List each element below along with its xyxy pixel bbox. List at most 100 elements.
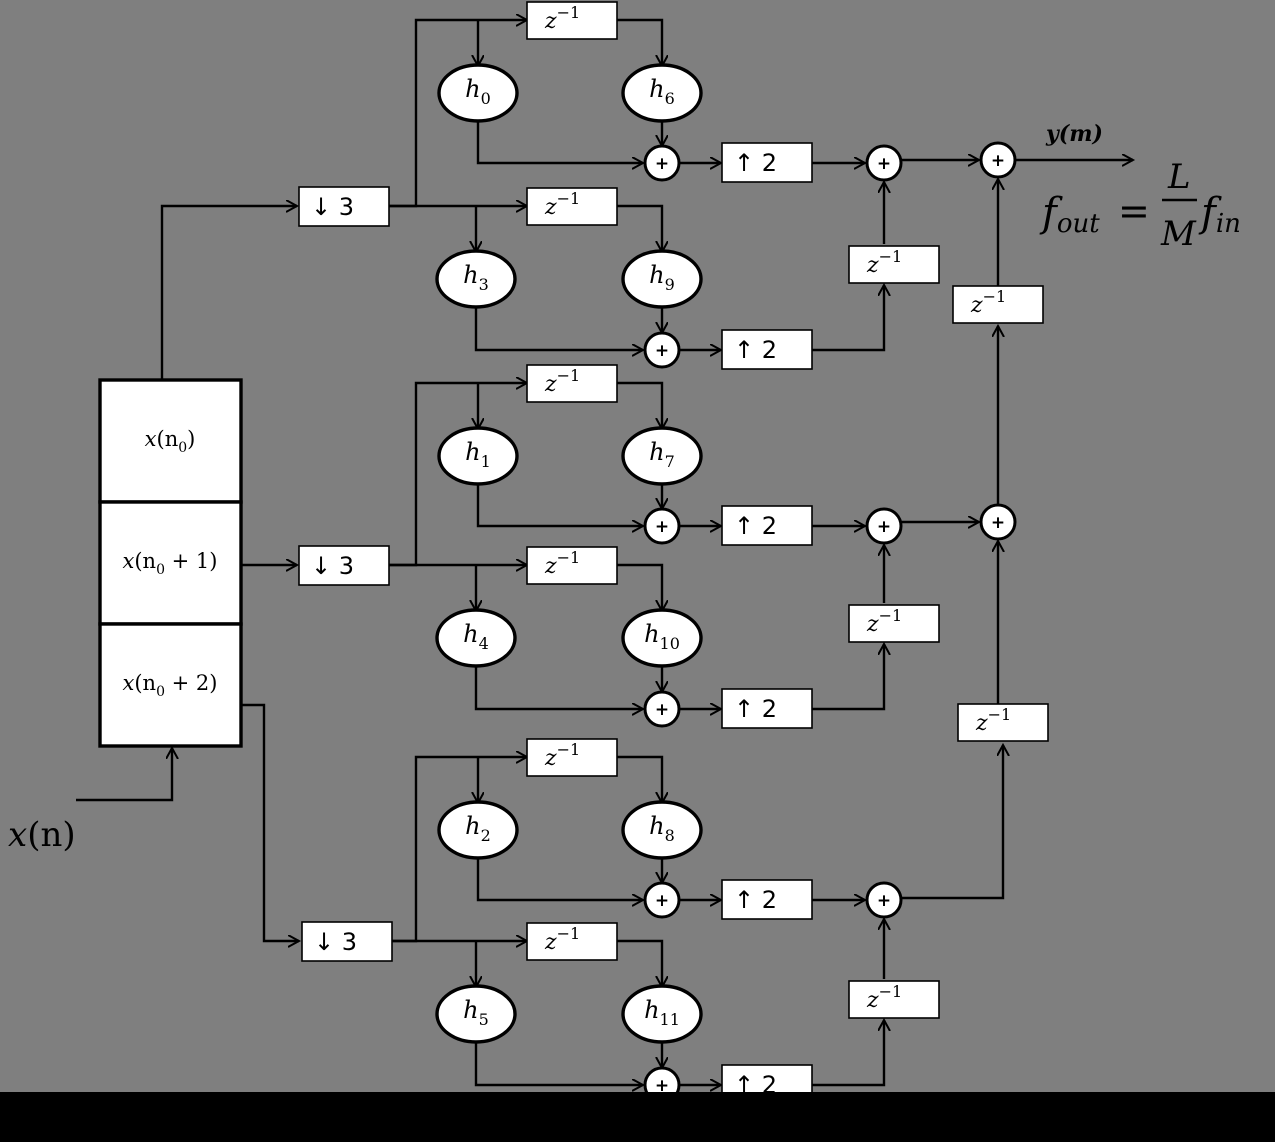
buffer-to-decimator-2: [241, 703, 299, 941]
svg-text:+: +: [877, 891, 891, 911]
svg-text:fin: fin: [1198, 190, 1241, 239]
svg-text:z−1: z−1: [975, 705, 1011, 736]
svg-text:z−1: z−1: [544, 548, 580, 579]
signal-wire: [476, 121, 643, 163]
svg-text:x(n0): x(n0): [145, 427, 196, 456]
svg-text:h4: h4: [463, 620, 489, 653]
delay-block: z−1: [526, 1, 618, 40]
delay-block: z−1: [526, 546, 618, 585]
svg-text:h11: h11: [644, 996, 680, 1029]
signal-wire: [617, 381, 662, 429]
interpolator: ↑ 2: [721, 329, 813, 370]
signal-wires: [76, 20, 1133, 1085]
svg-text:↓ 3: ↓ 3: [311, 193, 354, 221]
signal-wire: [617, 18, 662, 66]
input-wire: [76, 748, 172, 802]
decimator-1: ↓ 3: [298, 545, 390, 586]
filter-tap-h5: h5: [435, 984, 517, 1044]
signal-wire: [476, 858, 643, 900]
svg-text:+: +: [655, 1076, 669, 1096]
svg-text:L: L: [1167, 157, 1191, 197]
svg-text:M: M: [1160, 214, 1197, 254]
svg-text:h6: h6: [649, 75, 675, 108]
svg-text:+: +: [655, 341, 669, 361]
delay-block: z−1: [957, 703, 1049, 742]
adder-node: +: [643, 144, 681, 182]
signal-wire: [901, 745, 1003, 900]
svg-text:↓ 3: ↓ 3: [314, 928, 357, 956]
svg-text:z−1: z−1: [866, 606, 902, 637]
signal-wire: [812, 1020, 884, 1087]
adder-node: +: [643, 331, 681, 369]
signal-wire: [474, 307, 643, 350]
svg-text:z−1: z−1: [970, 287, 1006, 318]
svg-text:↑ 2: ↑ 2: [734, 512, 777, 540]
delay-block: z−1: [848, 604, 940, 643]
svg-text:z−1: z−1: [544, 3, 580, 34]
filter-tap-h8: h8: [621, 800, 703, 860]
svg-text:+: +: [991, 513, 1005, 533]
filter-tap-h6: h6: [621, 63, 703, 123]
svg-text:+: +: [655, 154, 669, 174]
svg-text:+: +: [991, 151, 1005, 171]
svg-text:↓ 3: ↓ 3: [311, 552, 354, 580]
svg-text:h9: h9: [649, 261, 675, 294]
svg-text:+: +: [877, 154, 891, 174]
labels: x(n) y(m) fout = L M fin: [8, 121, 1241, 855]
delay-block: z−1: [526, 187, 618, 226]
filter-tap-h10: h10: [621, 608, 703, 668]
svg-text:=: =: [1118, 189, 1150, 233]
adder-node: +: [643, 690, 681, 728]
branch-adder: +: [865, 507, 903, 545]
signal-wire: [474, 666, 643, 709]
filter-tap-h7: h7: [621, 426, 703, 486]
filter-tap-h0: h0: [437, 63, 519, 123]
output-adder: +: [979, 141, 1017, 179]
svg-text:h1: h1: [465, 438, 491, 471]
filter-tap-h2: h2: [437, 800, 519, 860]
svg-text:h10: h10: [644, 620, 680, 653]
svg-text:z−1: z−1: [544, 189, 580, 220]
delay-block: z−1: [952, 285, 1044, 324]
filter-tap-h11: h11: [621, 984, 703, 1044]
delay-block: z−1: [526, 922, 618, 961]
svg-text:h8: h8: [649, 812, 675, 845]
input-buffer-cell-1: x(n0 + 1): [98, 500, 243, 626]
svg-text:h5: h5: [463, 996, 489, 1029]
filter-tap-h4: h4: [435, 608, 517, 668]
interpolator: ↑ 2: [721, 505, 813, 546]
svg-text:fout: fout: [1039, 190, 1100, 239]
svg-text:x(n0 + 1): x(n0 + 1): [123, 549, 218, 578]
decimator-2: ↓ 3: [301, 921, 393, 962]
svg-text:+: +: [877, 517, 891, 537]
signal-wire: [617, 204, 662, 252]
delay-block: z−1: [848, 245, 940, 284]
filter-tap-h3: h3: [435, 249, 517, 309]
svg-text:h0: h0: [465, 75, 491, 108]
rate-equation: fout = L M fin: [1039, 157, 1241, 254]
delay-block: z−1: [526, 364, 618, 403]
signal-wire: [812, 285, 884, 352]
filter-tap-h1: h1: [437, 426, 519, 486]
branch-adder: +: [865, 881, 903, 919]
input-buffer-cell-2: x(n0 + 2): [98, 622, 243, 748]
svg-text:z−1: z−1: [544, 740, 580, 771]
svg-text:x(n0 + 2): x(n0 + 2): [123, 671, 218, 700]
svg-text:h2: h2: [465, 812, 491, 845]
interpolator: ↑ 2: [721, 142, 813, 183]
svg-text:z−1: z−1: [544, 924, 580, 955]
input-buffer-cell-0: x(n0): [98, 378, 243, 504]
signal-wire: [812, 644, 884, 711]
blocks: x(n0) x(n0 + 1) x(n0 + 2) ↓ 3 ↓ 3 ↓ 3 z−1 h0 h6 +…: [98, 1, 1049, 1105]
adder-node: +: [643, 507, 681, 545]
delay-block: z−1: [848, 980, 940, 1019]
filter-tap-h9: h9: [621, 249, 703, 309]
input-label: x(n): [8, 815, 76, 855]
delay-block: z−1: [526, 738, 618, 777]
interpolator: ↑ 2: [721, 879, 813, 920]
svg-text:+: +: [655, 700, 669, 720]
signal-wire: [617, 563, 662, 611]
svg-text:↑ 2: ↑ 2: [734, 695, 777, 723]
svg-text:+: +: [655, 891, 669, 911]
